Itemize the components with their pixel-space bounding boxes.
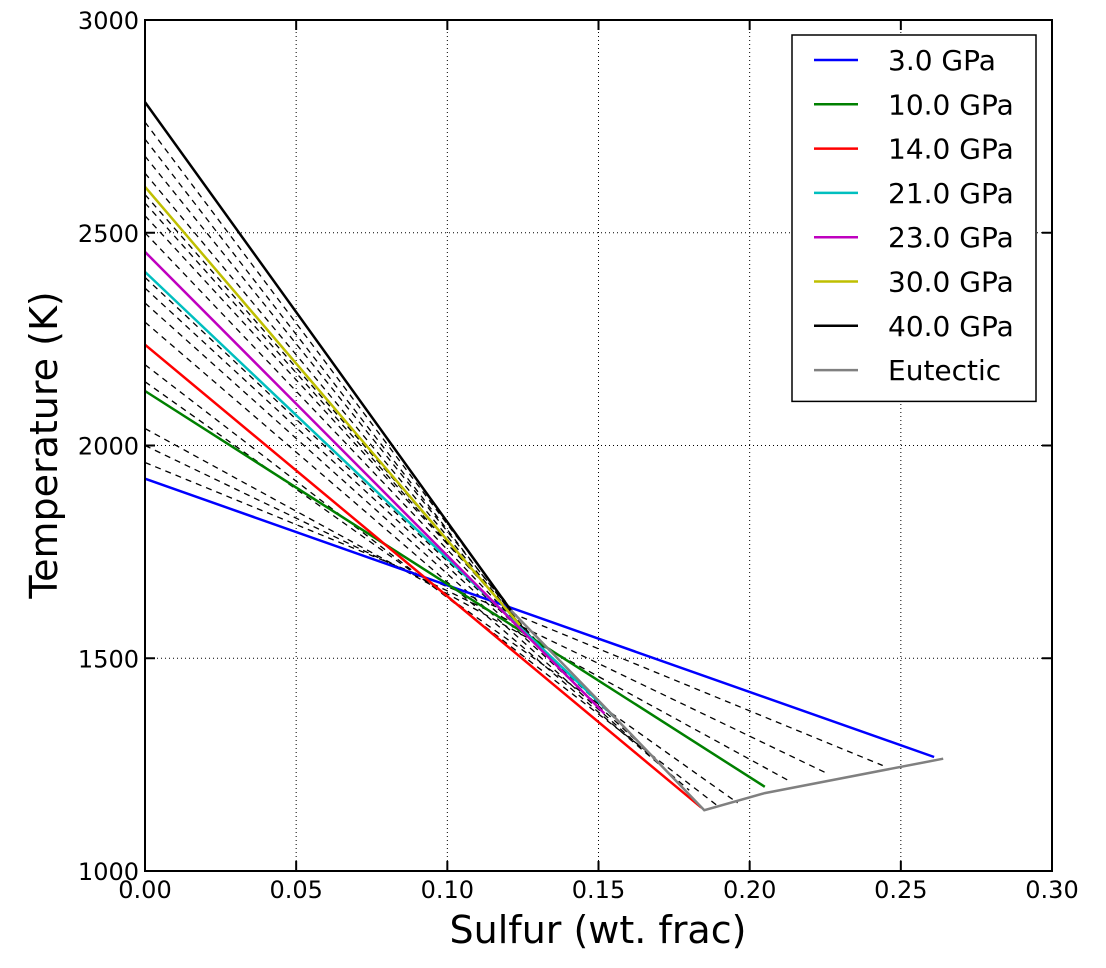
dashed-line [144,321,690,791]
x-tick-label: 0.05 [269,876,322,904]
series-line [144,389,766,788]
x-tick-label: 0.15 [572,876,625,904]
y-tick-label: 1500 [78,645,139,673]
dashed-line [144,427,790,782]
y-tick-label: 1000 [78,858,139,886]
y-tick-label: 2000 [78,433,139,461]
legend-label: 10.0 GPa [888,88,1014,121]
series-lines [143,101,944,812]
x-axis-label: Sulfur (wt. frac) [450,908,747,952]
legend-label: 3.0 GPa [888,44,996,77]
legend-label: 30.0 GPa [888,266,1014,299]
series-line [509,609,944,812]
x-tick-label: 0.10 [421,876,474,904]
series-line [144,185,521,626]
dashed-line [144,172,518,621]
x-tick-label: 0.20 [723,876,776,904]
dashed-line [144,138,515,617]
legend-label: 21.0 GPa [888,177,1014,210]
legend-label: 40.0 GPa [888,310,1014,343]
y-tick-label: 3000 [78,7,139,35]
series-line [144,251,606,715]
series-line [144,477,935,759]
legend-label: 14.0 GPa [888,133,1014,166]
y-axis-label: Temperature (K) [22,291,66,599]
x-tick-label: 0.00 [118,876,171,904]
series-line [144,270,615,718]
y-tick-label: 2500 [78,220,139,248]
series-line [144,343,703,809]
legend-label: Eutectic [888,354,1001,387]
legend-label: 23.0 GPa [888,221,1014,254]
x-tick-label: 0.25 [874,876,927,904]
ticks: 0.00 0.05 0.10 0.15 0.20 0.25 0.30 1000 1500 2000… [78,7,1079,904]
x-tick-label: 0.30 [1025,876,1078,904]
series-line [143,101,512,611]
legend: 3.0 GPa 10.0 GPa 14.0 GPa 21.0 GPa 23.0 GPa 3… [791,34,1037,403]
legend-box [791,34,1037,403]
